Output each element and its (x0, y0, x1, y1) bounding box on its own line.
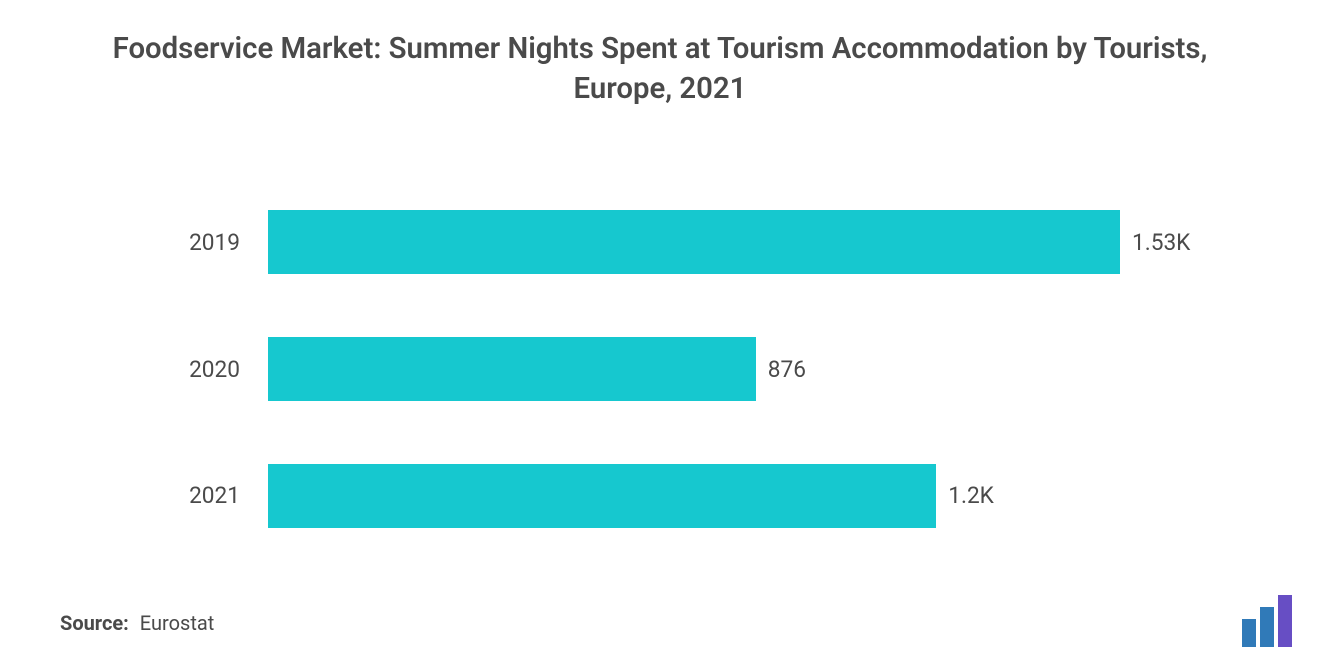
category-label: 2019 (180, 229, 240, 256)
bar-row: 2020 876 (180, 337, 1200, 401)
category-label: 2021 (180, 482, 240, 509)
bar-cell: 876 (268, 337, 1200, 401)
chart-title: Foodservice Market: Summer Nights Spent … (60, 30, 1260, 109)
bar-chart: 2019 1.53K 2020 876 2021 1.2K (180, 179, 1200, 559)
bar (268, 464, 936, 528)
bar-row: 2019 1.53K (180, 210, 1200, 274)
value-label: 1.2K (948, 482, 994, 509)
logo-bar (1260, 607, 1274, 647)
bar (268, 337, 756, 401)
logo-bar (1242, 619, 1256, 647)
category-label: 2020 (180, 356, 240, 383)
source-label: Source: (60, 611, 129, 635)
bar-cell: 1.53K (268, 210, 1200, 274)
value-label: 1.53K (1132, 229, 1190, 256)
logo-bar (1278, 595, 1292, 647)
source-value: Eurostat (140, 611, 215, 635)
source-attribution: Source: Eurostat (60, 611, 214, 635)
mordor-logo-icon (1242, 595, 1292, 647)
bar (268, 210, 1120, 274)
bar-cell: 1.2K (268, 464, 1200, 528)
chart-container: Foodservice Market: Summer Nights Spent … (0, 0, 1320, 665)
bar-row: 2021 1.2K (180, 464, 1200, 528)
value-label: 876 (768, 356, 806, 383)
